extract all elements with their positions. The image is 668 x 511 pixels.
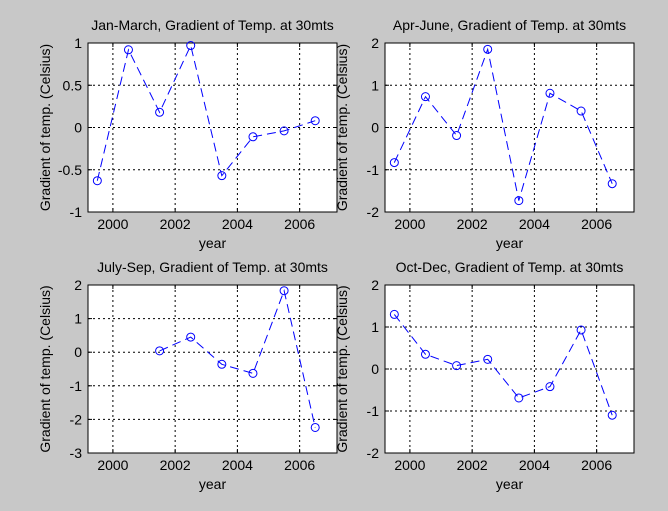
data-point	[389, 158, 399, 168]
y-tick-label: -3	[70, 445, 83, 461]
plot-area	[88, 285, 337, 453]
y-axis-label: Gradient of temp. (Celsius)	[37, 285, 53, 452]
x-tick-label: 2002	[457, 216, 488, 232]
data-point	[217, 359, 227, 369]
series-line	[159, 288, 316, 428]
chart-title: Oct-Dec, Gradient of Temp. at 30mts	[396, 259, 624, 275]
subplot-3: 2000 2002 2004 2006 -3 -2 -1 0 1 2 July-Sep, Gradi…	[37, 259, 338, 492]
y-tick-label: -1	[367, 162, 380, 178]
y-tick-label: 2	[371, 35, 379, 51]
x-axis-label: year	[199, 476, 227, 492]
data-point	[310, 116, 320, 126]
x-tick-label: 2004	[519, 457, 550, 473]
chart-title: Apr-June, Gradient of Temp. at 30mts	[393, 17, 626, 33]
data-point	[607, 410, 617, 420]
y-tick-label: 0.5	[63, 77, 83, 93]
data-point	[420, 92, 430, 102]
y-tick-label: 1	[371, 77, 379, 93]
x-axis-label: year	[199, 235, 227, 251]
y-tick-label: 2	[74, 277, 82, 293]
y-tick-label: 2	[371, 277, 379, 293]
y-tick-label: -2	[367, 445, 380, 461]
y-tick-label: -1	[70, 378, 83, 394]
data-point	[452, 361, 462, 371]
y-tick-label: 0	[371, 361, 379, 377]
data-point	[514, 393, 524, 403]
x-tick-label: 2002	[457, 457, 488, 473]
series-line	[393, 314, 613, 416]
data-point	[452, 131, 462, 141]
y-tick-label: 0	[371, 120, 379, 136]
data-point	[155, 107, 165, 117]
data-point	[248, 368, 258, 378]
y-tick-label: -1	[70, 204, 83, 220]
data-point	[545, 382, 555, 392]
y-tick-label: -0.5	[58, 162, 82, 178]
data-point	[607, 179, 617, 189]
x-tick-label: 2006	[581, 216, 612, 232]
y-axis-label: Gradient of temp. (Celsius)	[334, 285, 350, 452]
data-point	[279, 126, 289, 136]
data-point	[186, 332, 196, 342]
x-tick-label: 2006	[581, 457, 612, 473]
subplot-4: 2000 2002 2004 2006 -2 -1 0 1 2 Oct-Dec, Gradient…	[334, 259, 635, 492]
chart-title: July-Sep, Gradient of Temp. at 30mts	[97, 259, 328, 275]
data-point	[576, 106, 586, 116]
data-point	[217, 171, 227, 181]
data-point	[310, 422, 320, 432]
x-tick-label: 2000	[394, 216, 425, 232]
series-line	[393, 47, 613, 201]
y-tick-label: -2	[70, 411, 83, 427]
x-tick-label: 2006	[284, 216, 315, 232]
chart-title: Jan-March, Gradient of Temp. at 30mts	[91, 17, 334, 33]
data-point	[155, 346, 165, 356]
y-tick-label: -1	[367, 403, 380, 419]
x-tick-label: 2004	[519, 216, 550, 232]
series-line	[96, 43, 316, 181]
data-point	[483, 354, 493, 364]
y-axis-label: Gradient of temp. (Celsius)	[37, 44, 53, 211]
data-point	[279, 286, 289, 296]
x-axis-label: year	[496, 235, 524, 251]
y-tick-label: 1	[371, 319, 379, 335]
x-tick-label: 2000	[394, 457, 425, 473]
data-point	[248, 132, 258, 142]
data-point	[514, 196, 524, 206]
subplot-2: 2000 2002 2004 2006 -2 -1 0 1 2 Apr-June, Gradien…	[334, 17, 635, 251]
data-point	[389, 309, 399, 319]
y-axis-label: Gradient of temp. (Celsius)	[334, 44, 350, 211]
x-tick-label: 2000	[97, 216, 128, 232]
data-point	[186, 41, 196, 51]
x-tick-label: 2002	[160, 216, 191, 232]
y-tick-label: 0	[74, 344, 82, 360]
x-tick-label: 2006	[284, 457, 315, 473]
data-point	[92, 176, 102, 186]
data-point	[420, 349, 430, 359]
x-tick-label: 2000	[97, 457, 128, 473]
x-tick-label: 2004	[222, 457, 253, 473]
data-point	[483, 44, 493, 54]
x-tick-label: 2002	[160, 457, 191, 473]
x-tick-label: 2004	[222, 216, 253, 232]
y-tick-label: 1	[74, 35, 82, 51]
data-point	[576, 325, 586, 335]
subplot-1: 2000 2002 2004 2006 -1 -0.5 0 0.5 1 Jan-March, Gr…	[37, 17, 338, 251]
y-tick-label: 0	[74, 120, 82, 136]
y-tick-label: 1	[74, 311, 82, 327]
y-tick-label: -2	[367, 204, 380, 220]
x-axis-label: year	[496, 476, 524, 492]
axes-frame	[87, 284, 338, 454]
data-point	[545, 88, 555, 98]
data-point	[123, 45, 133, 55]
